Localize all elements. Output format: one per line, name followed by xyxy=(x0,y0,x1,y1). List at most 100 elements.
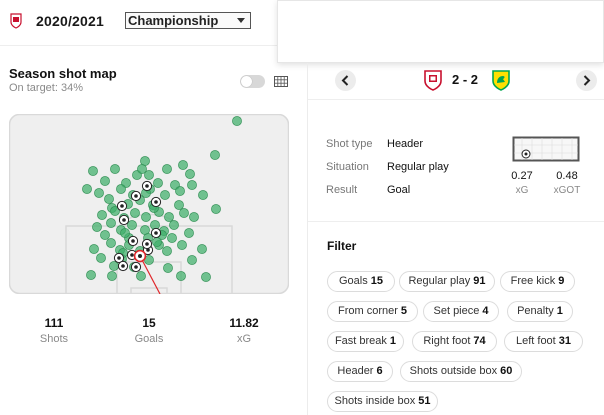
shot-marker[interactable] xyxy=(185,169,195,179)
goal-marker[interactable] xyxy=(141,180,153,192)
goal-marker[interactable] xyxy=(118,214,130,226)
shot-marker[interactable] xyxy=(201,272,211,282)
next-match-button[interactable] xyxy=(576,70,597,91)
detail-value: Regular play xyxy=(387,161,449,173)
filter-chip-left-foot[interactable]: Left foot 31 xyxy=(504,331,583,352)
chip-label: Goals xyxy=(339,275,368,287)
shot-marker[interactable] xyxy=(189,212,199,222)
stat-goals-value: 15 xyxy=(142,316,156,330)
panel-divider xyxy=(307,63,308,415)
filter-chip-set-piece[interactable]: Set piece 4 xyxy=(423,301,499,322)
goal-marker[interactable] xyxy=(150,196,162,208)
shot-marker[interactable] xyxy=(178,160,188,170)
goal-marker[interactable] xyxy=(130,261,142,273)
shot-marker[interactable] xyxy=(167,233,177,243)
shot-marker[interactable] xyxy=(169,220,179,230)
filter-chip-header[interactable]: Header 6 xyxy=(327,361,393,382)
season-label: 2020/2021 xyxy=(36,13,104,29)
shot-marker[interactable] xyxy=(162,164,172,174)
shot-marker[interactable] xyxy=(116,184,126,194)
shot-marker[interactable] xyxy=(104,194,114,204)
shot-marker[interactable] xyxy=(106,218,116,228)
shot-marker[interactable] xyxy=(187,255,197,265)
shot-marker[interactable] xyxy=(153,178,163,188)
shot-map-pitch[interactable] xyxy=(9,114,289,294)
detail-key: Shot type xyxy=(326,138,373,150)
shot-marker[interactable] xyxy=(232,116,242,126)
shot-marker[interactable] xyxy=(109,261,119,271)
shot-marker[interactable] xyxy=(141,212,151,222)
prev-match-button[interactable] xyxy=(335,70,356,91)
filter-chip-right-foot[interactable]: Right foot 74 xyxy=(412,331,497,352)
shot-marker[interactable] xyxy=(94,188,104,198)
shot-marker[interactable] xyxy=(179,208,189,218)
filter-chip-from-corner[interactable]: From corner 5 xyxy=(327,301,418,322)
goal-marker[interactable] xyxy=(113,252,125,264)
filter-chip-penalty[interactable]: Penalty 1 xyxy=(507,301,573,322)
goal-marker[interactable] xyxy=(117,260,129,272)
goal-marker[interactable] xyxy=(141,238,153,250)
pitch-grid-icon[interactable] xyxy=(274,76,288,87)
shot-marker[interactable] xyxy=(100,230,110,240)
chip-count: 91 xyxy=(473,275,486,287)
goal-marker[interactable] xyxy=(130,190,142,202)
shot-marker[interactable] xyxy=(130,208,140,218)
shot-marker[interactable] xyxy=(127,220,137,230)
shot-marker[interactable] xyxy=(97,210,107,220)
shot-marker[interactable] xyxy=(106,238,116,248)
filter-chip-regular-play[interactable]: Regular play 91 xyxy=(399,271,495,292)
shot-marker[interactable] xyxy=(163,263,173,273)
shot-marker[interactable] xyxy=(86,270,96,280)
shot-marker[interactable] xyxy=(100,176,110,186)
shot-marker[interactable] xyxy=(198,190,208,200)
shot-marker[interactable] xyxy=(92,222,102,232)
filter-chip-fast-break[interactable]: Fast break 1 xyxy=(327,331,404,352)
stat-goals-label: Goals xyxy=(134,333,164,345)
xg-label: xG xyxy=(515,185,529,196)
shot-marker[interactable] xyxy=(160,190,170,200)
goal-marker[interactable] xyxy=(127,235,139,247)
shots-layer xyxy=(82,116,242,294)
stat-xg-value: 11.82 xyxy=(229,316,259,330)
shot-marker[interactable] xyxy=(176,271,186,281)
shot-marker[interactable] xyxy=(120,228,130,238)
filter-chip-free-kick[interactable]: Free kick 9 xyxy=(500,271,575,292)
shot-marker[interactable] xyxy=(211,204,221,214)
shot-marker[interactable] xyxy=(174,200,184,210)
goal-marker[interactable] xyxy=(150,227,162,239)
shot-marker[interactable] xyxy=(96,253,106,263)
shot-marker[interactable] xyxy=(107,271,117,281)
shot-marker[interactable] xyxy=(175,186,185,196)
shot-marker[interactable] xyxy=(177,240,187,250)
shot-marker[interactable] xyxy=(162,246,172,256)
shot-marker[interactable] xyxy=(137,164,147,174)
selected-shot-marker[interactable] xyxy=(133,249,147,263)
shot-marker[interactable] xyxy=(82,184,92,194)
chip-count: 51 xyxy=(418,395,431,407)
chip-count: 9 xyxy=(558,275,565,287)
goal-marker[interactable] xyxy=(116,200,128,212)
shot-marker[interactable] xyxy=(164,212,174,222)
detail-key: Situation xyxy=(326,161,369,173)
shot-marker[interactable] xyxy=(89,244,99,254)
chip-count: 74 xyxy=(473,335,486,347)
filter-chip-goals[interactable]: Goals 15 xyxy=(327,271,395,292)
shot-marker[interactable] xyxy=(144,170,154,180)
stat-shots-value: 111 xyxy=(44,316,64,330)
shot-marker[interactable] xyxy=(110,206,120,216)
filter-chip-shots-inside-box[interactable]: Shots inside box 51 xyxy=(327,391,438,412)
shot-marker[interactable] xyxy=(197,244,207,254)
section-divider xyxy=(308,99,604,100)
shot-marker[interactable] xyxy=(110,164,120,174)
chip-label: Header xyxy=(337,365,374,377)
shot-marker[interactable] xyxy=(184,228,194,238)
league-select[interactable]: Championship xyxy=(125,12,251,29)
shot-marker[interactable] xyxy=(210,150,220,160)
chip-count: 31 xyxy=(558,335,571,347)
shot-marker[interactable] xyxy=(187,180,197,190)
shot-marker[interactable] xyxy=(136,271,146,281)
filter-chip-shots-outside-box[interactable]: Shots outside box 60 xyxy=(400,361,522,382)
toggle-switch-icon[interactable] xyxy=(240,75,265,88)
dropdown-overlay xyxy=(277,0,604,63)
shot-marker[interactable] xyxy=(88,166,98,176)
